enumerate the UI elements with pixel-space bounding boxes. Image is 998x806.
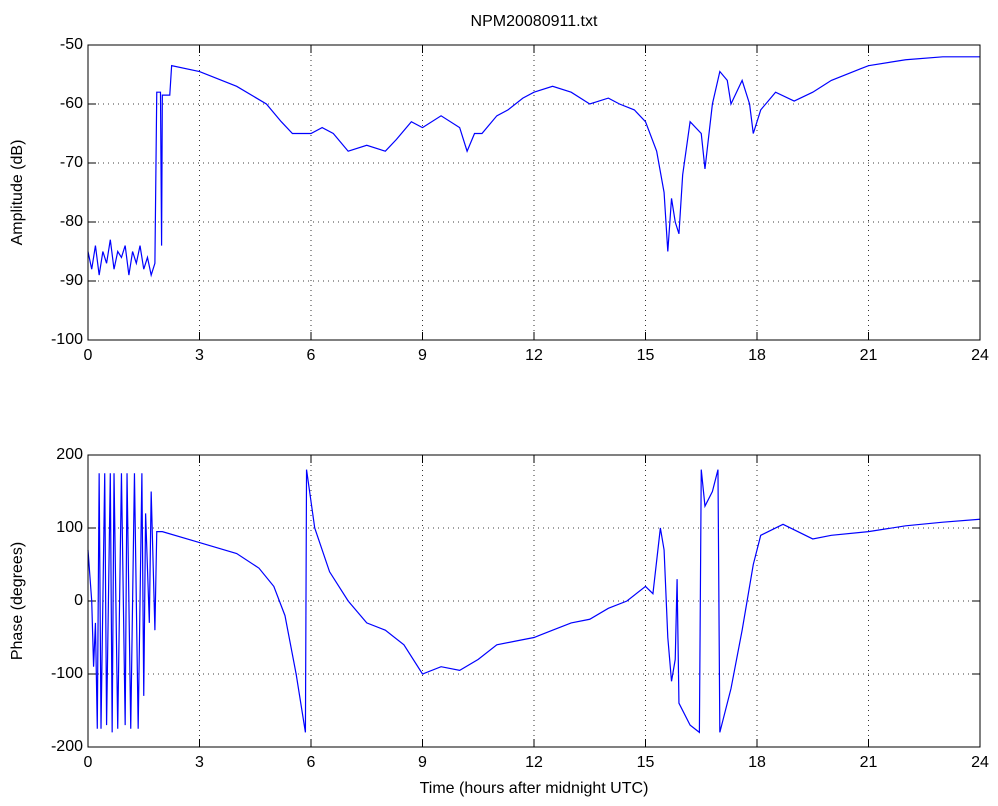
y-tick-label: 100 xyxy=(56,519,83,536)
y-tick-label: -50 xyxy=(60,36,83,53)
x-tick-label: 12 xyxy=(525,347,543,364)
x-tick-label: 9 xyxy=(418,347,427,364)
y-axis-label: Amplitude (dB) xyxy=(9,140,26,246)
x-tick-label: 24 xyxy=(971,347,989,364)
x-axis-label: Time (hours after midnight UTC) xyxy=(420,780,649,797)
y-axis-label: Phase (degrees) xyxy=(9,542,26,660)
y-tick-label: -90 xyxy=(60,272,83,289)
data-line xyxy=(87,56,980,278)
x-tick-label: 6 xyxy=(307,347,316,364)
axes-frame xyxy=(87,454,981,748)
x-tick-label: 0 xyxy=(84,754,93,771)
y-tick-label: 0 xyxy=(74,592,83,609)
x-tick-label: 0 xyxy=(84,347,93,364)
y-tick-label: -60 xyxy=(60,95,83,112)
x-tick-label: 24 xyxy=(971,754,989,771)
x-tick-label: 6 xyxy=(307,754,316,771)
y-tick-label: -100 xyxy=(51,331,83,348)
y-tick-label: -70 xyxy=(60,154,83,171)
y-tick-label: -100 xyxy=(51,665,83,682)
axes-frame xyxy=(87,44,981,341)
x-tick-label: 15 xyxy=(637,347,655,364)
x-tick-label: 18 xyxy=(748,754,766,771)
x-tick-label: 15 xyxy=(637,754,655,771)
x-tick-label: 3 xyxy=(195,754,204,771)
data-line xyxy=(87,469,981,734)
y-tick-label: 200 xyxy=(56,446,83,463)
x-tick-label: 21 xyxy=(860,754,878,771)
x-tick-label: 9 xyxy=(418,754,427,771)
chart-title: NPM20080911.txt xyxy=(471,13,598,30)
x-tick-label: 21 xyxy=(860,347,878,364)
x-tick-label: 3 xyxy=(195,347,204,364)
x-tick-label: 18 xyxy=(748,347,766,364)
x-tick-label: 12 xyxy=(525,754,543,771)
y-tick-label: -200 xyxy=(51,738,83,755)
y-tick-label: -80 xyxy=(60,213,83,230)
